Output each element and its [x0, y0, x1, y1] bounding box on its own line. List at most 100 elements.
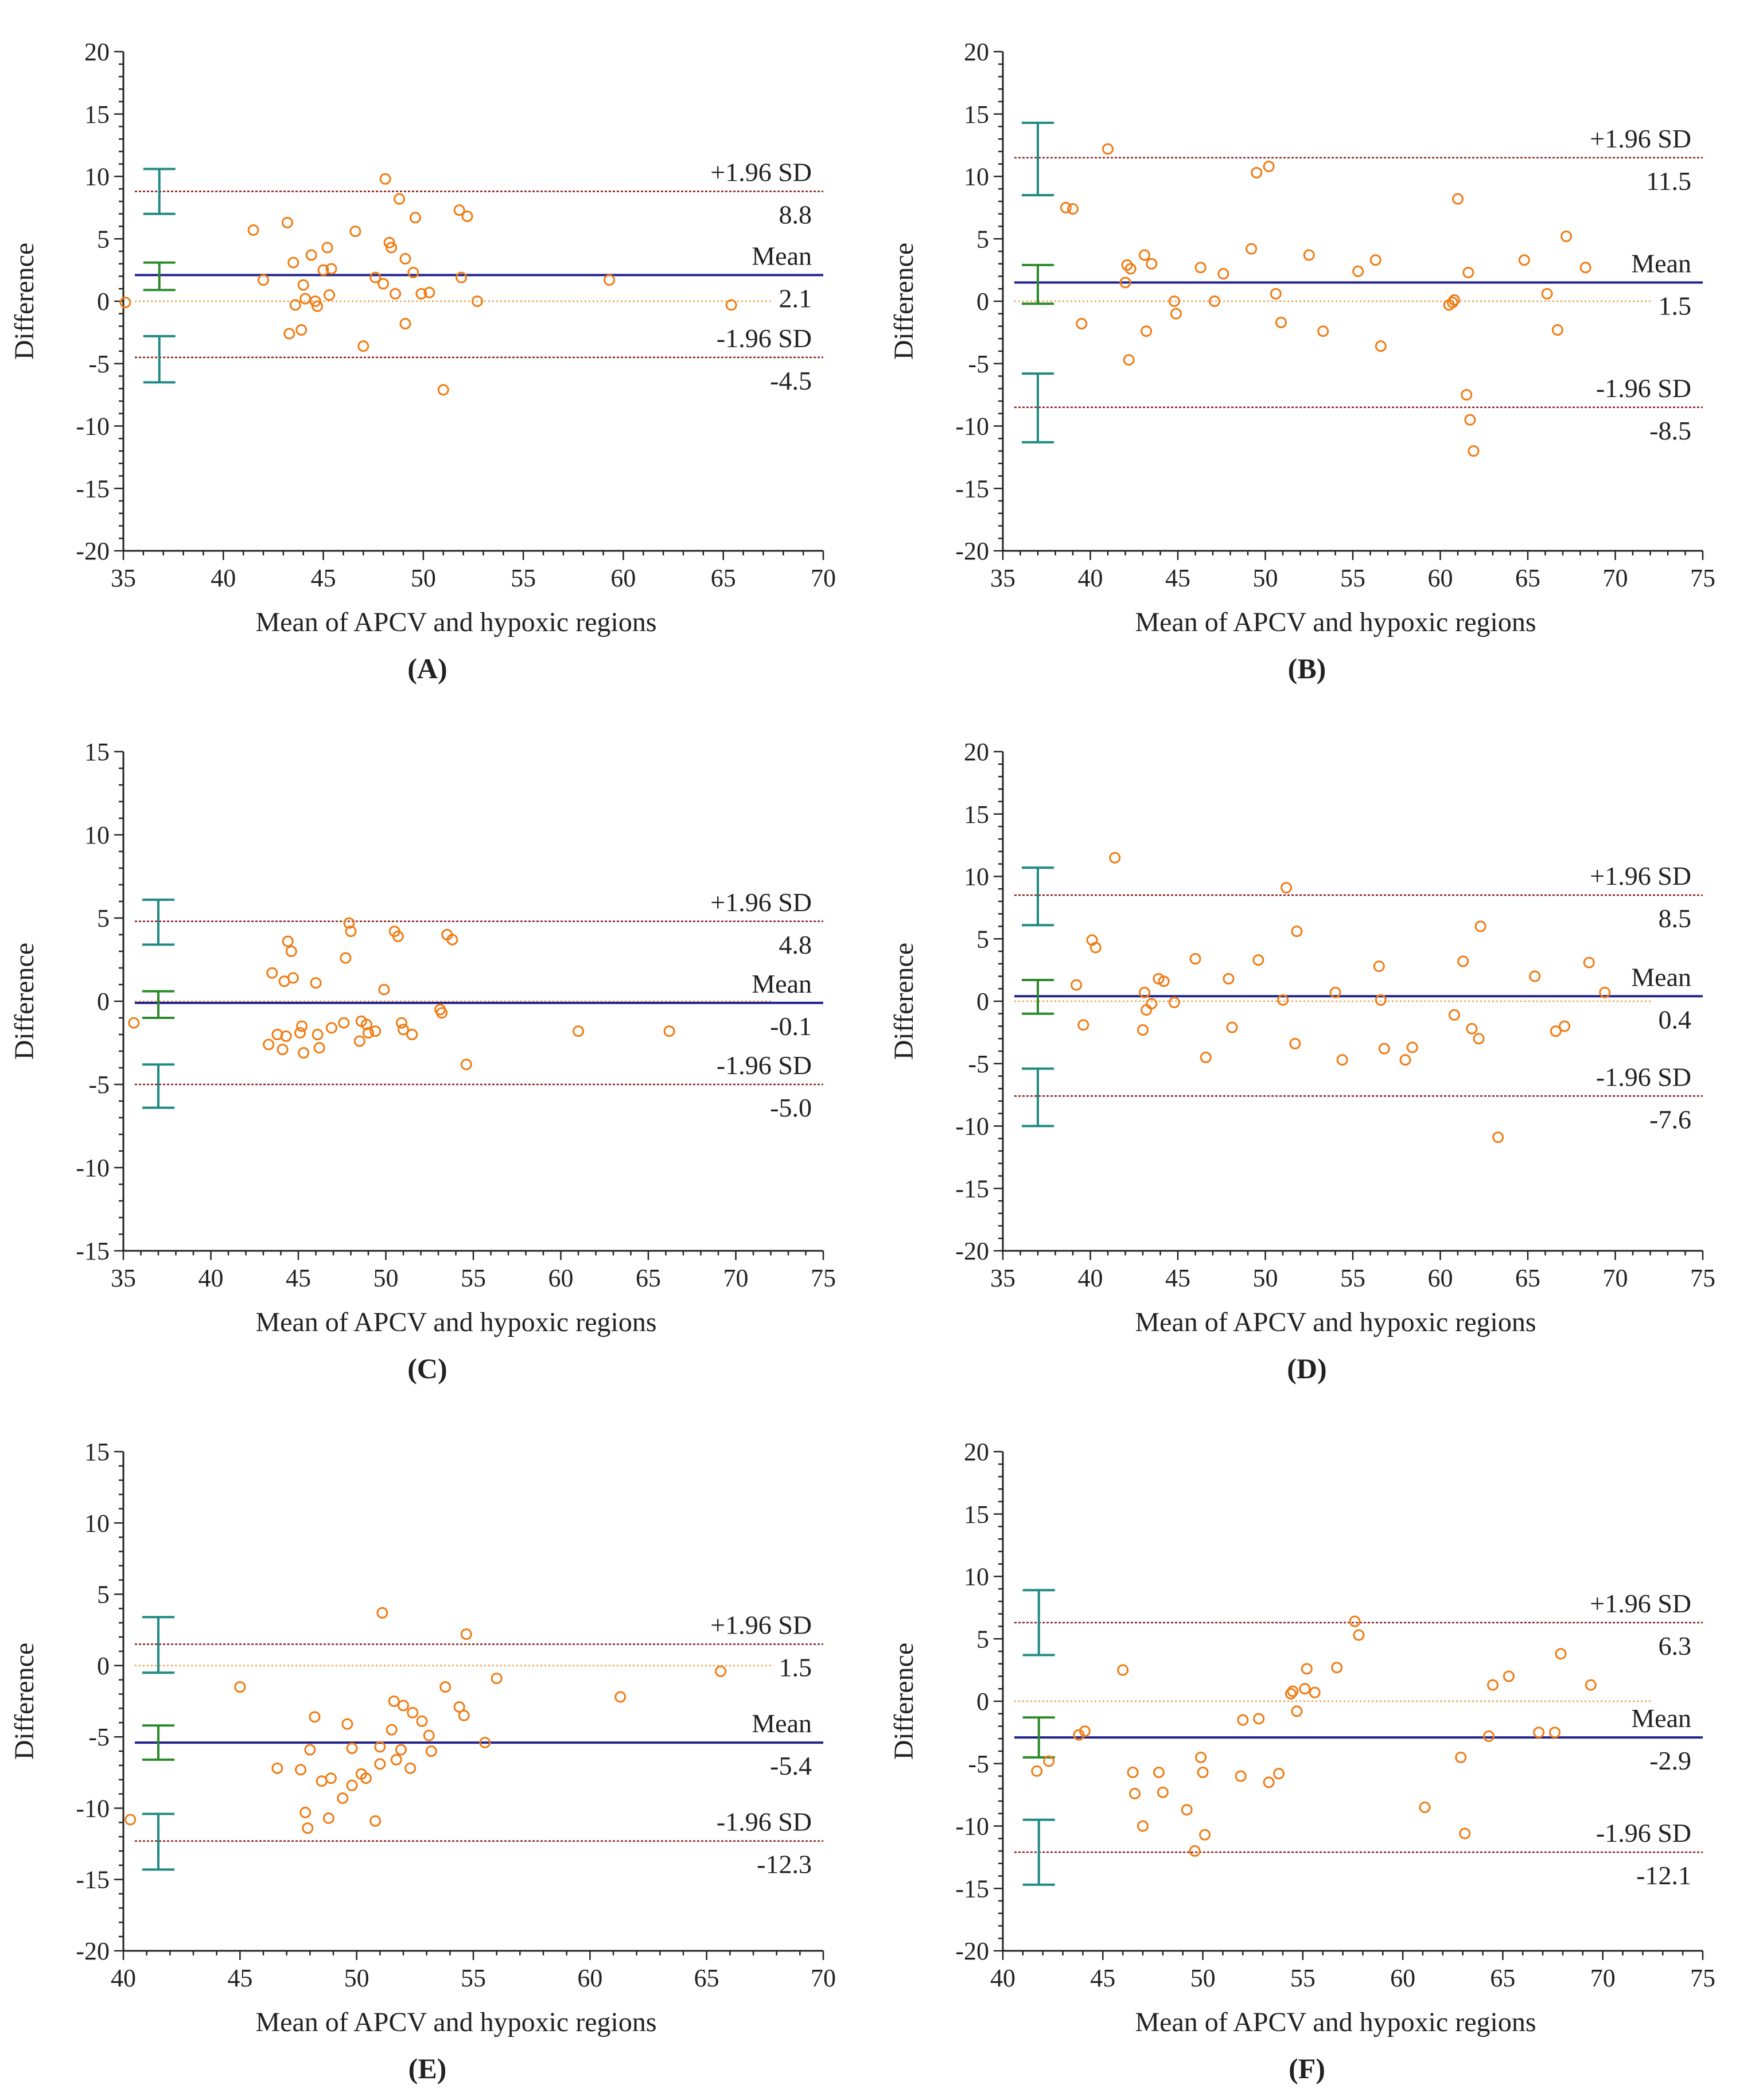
data-point: [1452, 193, 1464, 205]
y-tick-label: -5: [968, 350, 989, 378]
y-tick-label: 15: [84, 100, 110, 129]
data-point: [289, 299, 301, 311]
x-axis-label: Mean of APCV and hypoxic regions: [255, 1307, 656, 1337]
y-tick-label: -15: [76, 475, 110, 503]
data-point: [399, 253, 411, 265]
y-tick-label: 5: [976, 925, 989, 953]
data-point: [1076, 318, 1088, 330]
x-tick-label: 40: [111, 1964, 136, 1992]
data-point: [407, 266, 419, 278]
lower-line-value: -4.5: [770, 366, 812, 395]
data-point: [1199, 1829, 1211, 1841]
data-point: [1117, 1664, 1129, 1676]
data-point: [312, 300, 324, 312]
panel-label: (A): [407, 652, 447, 685]
data-point: [1251, 166, 1263, 178]
data-point: [379, 173, 391, 185]
upper-line-label: +1.96 SD: [710, 888, 812, 917]
data-point: [392, 930, 404, 942]
data-point: [378, 983, 390, 995]
y-tick-label: 5: [97, 225, 110, 253]
data-point: [325, 1022, 337, 1034]
mean-line-label: Mean: [1631, 1704, 1691, 1733]
y-tick-label: 0: [976, 987, 989, 1016]
x-tick-label: 60: [577, 1964, 602, 1992]
data-point: [437, 384, 449, 396]
data-point: [1263, 1776, 1275, 1788]
data-point: [1153, 973, 1165, 985]
data-point: [1157, 1786, 1169, 1798]
data-point: [407, 1706, 419, 1718]
data-point: [1549, 1726, 1561, 1739]
data-point: [1448, 294, 1460, 306]
data-point: [1317, 325, 1329, 337]
data-point: [282, 935, 294, 947]
data-point: [439, 1681, 452, 1693]
data-point: [1555, 1648, 1567, 1660]
x-tick-label: 55: [1340, 564, 1365, 592]
y-tick-label: 0: [97, 287, 110, 316]
data-point: [128, 1017, 140, 1029]
data-point: [1209, 295, 1221, 307]
data-point: [341, 1718, 353, 1730]
upper-line-label: +1.96 SD: [710, 158, 812, 187]
y-tick-label: -10: [955, 1113, 989, 1141]
data-point: [460, 1059, 472, 1071]
mean-line-value: -0.1: [770, 1012, 812, 1041]
data-point: [312, 1029, 324, 1040]
y-axis-label: Difference: [9, 1643, 40, 1760]
data-point: [298, 1047, 310, 1059]
data-point: [1226, 1021, 1238, 1033]
data-point: [491, 1673, 503, 1685]
y-tick-label: -20: [955, 1237, 989, 1265]
upper-line-value: 6.3: [1659, 1631, 1692, 1660]
data-point: [287, 256, 299, 269]
y-tick-label: 10: [964, 163, 989, 191]
data-point: [1060, 201, 1072, 213]
y-tick-label: -5: [968, 1750, 989, 1778]
mean-line-value: 2.1: [779, 283, 812, 313]
data-point: [573, 1025, 584, 1037]
data-point: [1141, 1004, 1153, 1016]
data-point: [458, 1709, 470, 1721]
data-point: [460, 1628, 472, 1640]
data-point: [1197, 1766, 1209, 1778]
x-tick-label: 45: [1165, 1264, 1190, 1292]
x-tick-label: 50: [373, 1264, 399, 1292]
data-point: [304, 1744, 316, 1756]
data-point: [376, 1607, 388, 1619]
x-tick-label: 65: [1515, 1264, 1540, 1292]
y-tick-label: 5: [976, 1625, 989, 1653]
data-point: [1459, 1827, 1471, 1840]
data-point: [1473, 1033, 1485, 1045]
data-point: [1559, 1020, 1571, 1032]
data-point: [1448, 1009, 1460, 1021]
chart-panel: 20 15 10 5 0 -5 -10 -15 -20 35 40 45 50 55 60 65 70 75 Mea…: [880, 0, 1759, 700]
data-point: [1287, 1685, 1299, 1697]
x-tick-label: 60: [548, 1264, 574, 1292]
data-point: [360, 1772, 372, 1784]
data-point: [277, 1044, 289, 1056]
data-point: [1194, 262, 1207, 274]
y-tick-label: 0: [976, 287, 989, 316]
data-point: [1146, 258, 1158, 270]
y-tick-label: -10: [955, 1813, 989, 1841]
data-point: [395, 1017, 407, 1029]
panel-label: (B): [1288, 652, 1326, 685]
data-point: [1462, 266, 1474, 278]
x-axis-label: Mean of APCV and hypoxic regions: [1135, 607, 1536, 637]
y-tick-label: 0: [97, 1652, 110, 1680]
lower-line-label: -1.96 SD: [717, 324, 812, 353]
data-point: [1419, 1801, 1431, 1813]
data-point: [353, 1035, 365, 1047]
data-point: [1518, 254, 1530, 266]
data-point: [1468, 445, 1480, 457]
data-point: [1353, 1629, 1365, 1641]
data-point: [1071, 979, 1083, 991]
data-point: [1200, 1051, 1212, 1063]
data-point: [271, 1762, 283, 1774]
data-point: [369, 271, 382, 283]
data-point: [1466, 1022, 1478, 1035]
y-tick-label: 0: [976, 1687, 989, 1716]
data-point: [1378, 1043, 1390, 1055]
